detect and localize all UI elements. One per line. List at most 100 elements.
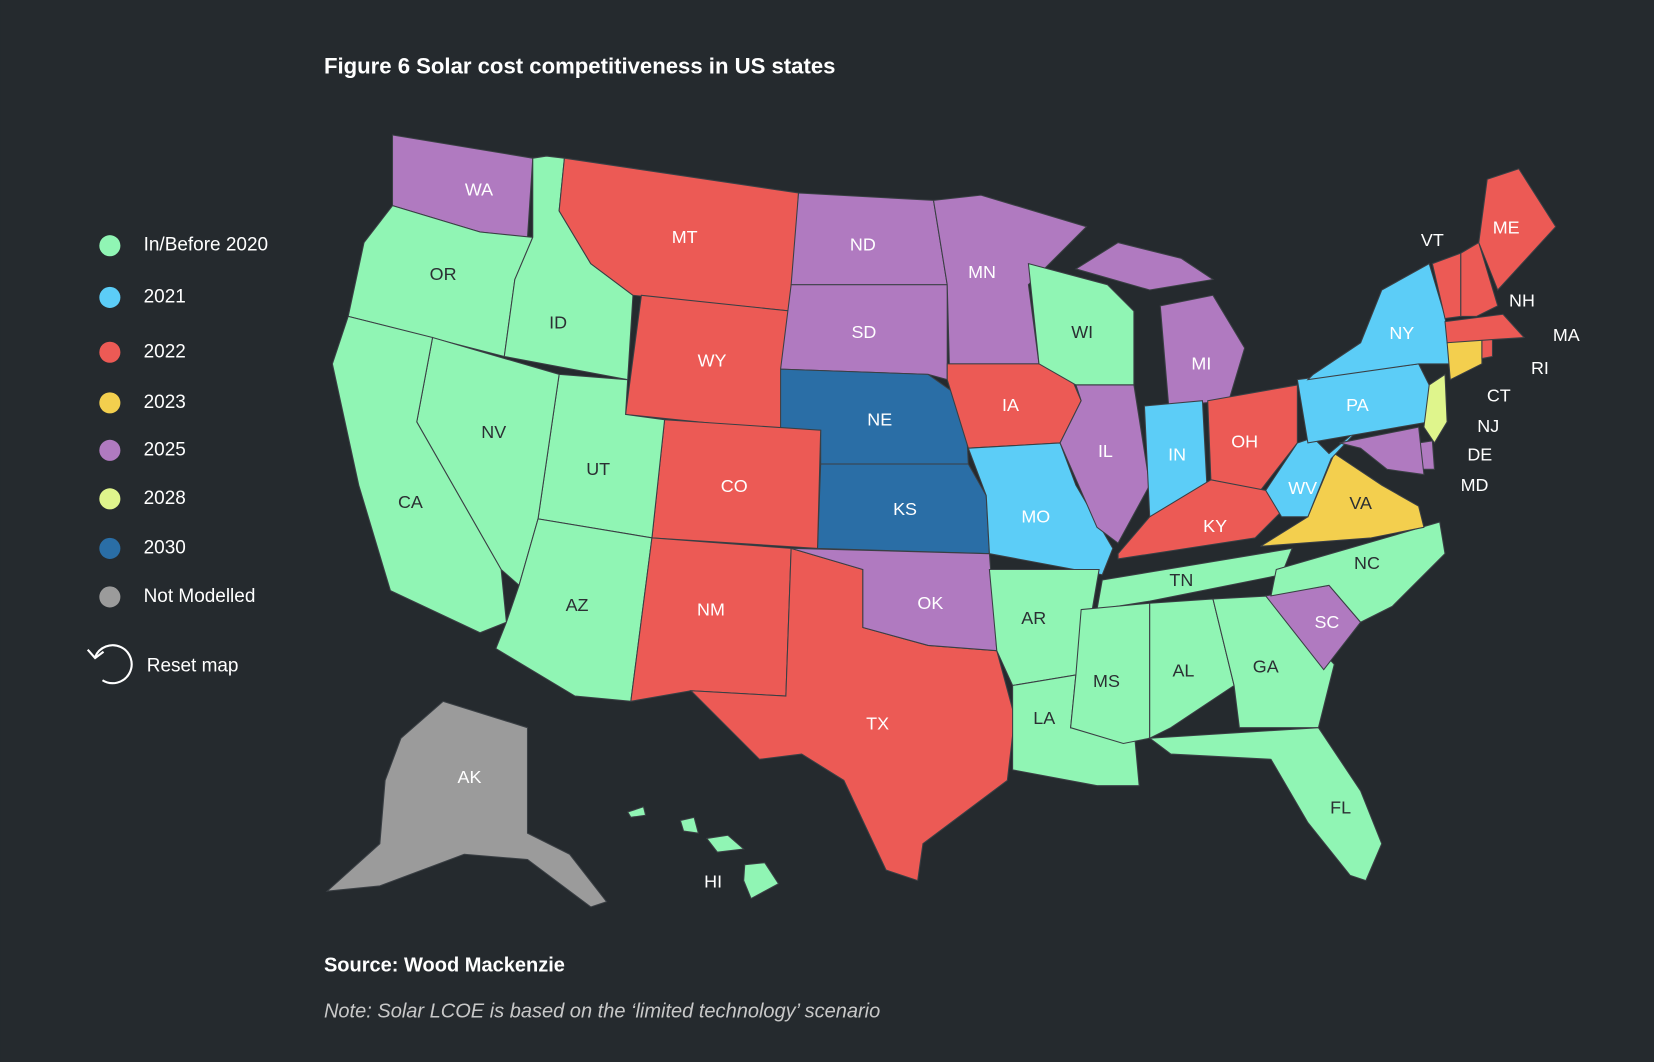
state-label: KS: [893, 499, 917, 519]
state-shape[interactable]: [331, 315, 507, 634]
state[interactable]: [780, 284, 948, 381]
legend-label[interactable]: 2025: [144, 439, 186, 460]
state-label: AZ: [566, 595, 589, 615]
state-label: NJ: [1477, 416, 1499, 436]
states: [325, 134, 1557, 908]
state-shape[interactable]: [1096, 547, 1293, 611]
state[interactable]: [1059, 384, 1151, 544]
legend-swatch: [99, 586, 121, 608]
state-label: NM: [697, 599, 725, 619]
state-label: VA: [1349, 493, 1372, 513]
legend-label[interactable]: Not Modelled: [144, 586, 256, 607]
reset-icon: [94, 644, 133, 685]
state-label: GA: [1253, 656, 1279, 676]
state-label: MI: [1191, 354, 1211, 374]
state-shape[interactable]: [1339, 426, 1425, 476]
state-label: IL: [1098, 441, 1113, 461]
legend-swatch: [99, 488, 121, 510]
legend-label[interactable]: 2028: [144, 488, 186, 509]
state-shape[interactable]: [325, 700, 608, 908]
legend-item[interactable]: In/Before 2020: [99, 235, 268, 257]
state[interactable]: [1270, 521, 1446, 623]
state-label: NH: [1509, 290, 1535, 310]
legend-item[interactable]: 2030: [99, 537, 186, 559]
legend-item[interactable]: 2028: [99, 488, 186, 510]
state[interactable]: [1478, 168, 1557, 291]
state-label: PA: [1346, 395, 1369, 415]
state-label: UT: [586, 459, 610, 479]
state[interactable]: [1207, 384, 1298, 491]
state[interactable]: [1339, 426, 1425, 476]
state-shape[interactable]: [1149, 598, 1235, 740]
legend-item[interactable]: 2023: [99, 392, 186, 414]
state[interactable]: [1423, 373, 1448, 444]
state[interactable]: [932, 194, 1088, 365]
state-shape[interactable]: [1460, 241, 1499, 317]
legend-swatch: [99, 341, 121, 363]
state-label: WV: [1288, 478, 1317, 498]
state-label: OR: [430, 264, 457, 284]
legend-label[interactable]: 2022: [144, 341, 186, 362]
source: Source: Wood Mackenzie: [324, 954, 565, 976]
state-label: DE: [1467, 444, 1492, 464]
state-label: NV: [481, 422, 506, 442]
state[interactable]: [1149, 598, 1235, 740]
state-shape[interactable]: [1270, 521, 1446, 623]
legend-label[interactable]: 2030: [144, 537, 186, 558]
state-label: TN: [1169, 570, 1193, 590]
state-label: VT: [1421, 230, 1444, 250]
state-label: CO: [721, 476, 748, 496]
state-shape[interactable]: [1423, 373, 1448, 444]
legend-swatch: [99, 537, 121, 559]
state[interactable]: [630, 537, 792, 702]
state-shape[interactable]: [679, 816, 700, 834]
legend-item[interactable]: 2025: [99, 439, 186, 461]
state-shape[interactable]: [1059, 384, 1151, 544]
state-label: CA: [398, 492, 423, 512]
state-shape[interactable]: [1478, 168, 1557, 291]
legend-swatch: [99, 235, 121, 257]
state[interactable]: [1148, 727, 1383, 882]
state-label: RI: [1531, 358, 1549, 378]
legend-label[interactable]: In/Before 2020: [144, 235, 268, 256]
state-label: MS: [1093, 671, 1120, 691]
state-shape[interactable]: [1444, 313, 1526, 344]
legend-item[interactable]: Not Modelled: [99, 586, 255, 608]
state-label: IN: [1168, 444, 1186, 464]
state-shape[interactable]: [1207, 384, 1298, 491]
state-label: FL: [1330, 798, 1351, 818]
state-shape[interactable]: [932, 194, 1088, 365]
state-label: AK: [458, 767, 482, 787]
state-label: MA: [1553, 325, 1580, 345]
state-shape[interactable]: [1074, 241, 1215, 291]
legend: In/Before 2020 2021 2022 2023 2025 2028 2030 No…: [99, 235, 268, 608]
state[interactable]: [331, 315, 507, 634]
state[interactable]: [1444, 313, 1526, 344]
state[interactable]: [1460, 241, 1499, 317]
state-label: HI: [704, 871, 722, 891]
state-shape[interactable]: [1159, 294, 1246, 407]
state[interactable]: [626, 806, 780, 900]
state[interactable]: [325, 700, 608, 908]
state-shape[interactable]: [705, 834, 745, 853]
state-shape[interactable]: [630, 537, 792, 702]
state-shape[interactable]: [780, 284, 948, 381]
state-label: ME: [1493, 218, 1520, 238]
legend-label[interactable]: 2023: [144, 392, 186, 413]
state-label: SC: [1314, 612, 1339, 632]
state-label: AL: [1173, 661, 1195, 681]
legend-label[interactable]: 2021: [144, 286, 186, 307]
state[interactable]: [1074, 241, 1246, 407]
reset-button[interactable]: Reset map: [86, 644, 239, 685]
reset-label[interactable]: Reset map: [147, 656, 239, 677]
state-label: MN: [968, 262, 996, 282]
legend-item[interactable]: 2021: [99, 286, 186, 308]
legend-item[interactable]: 2022: [99, 341, 186, 363]
state[interactable]: [1096, 547, 1293, 611]
state-shape[interactable]: [743, 862, 780, 900]
state-label: OH: [1231, 432, 1258, 452]
state-shape[interactable]: [626, 806, 647, 818]
state-shape[interactable]: [1148, 727, 1383, 882]
